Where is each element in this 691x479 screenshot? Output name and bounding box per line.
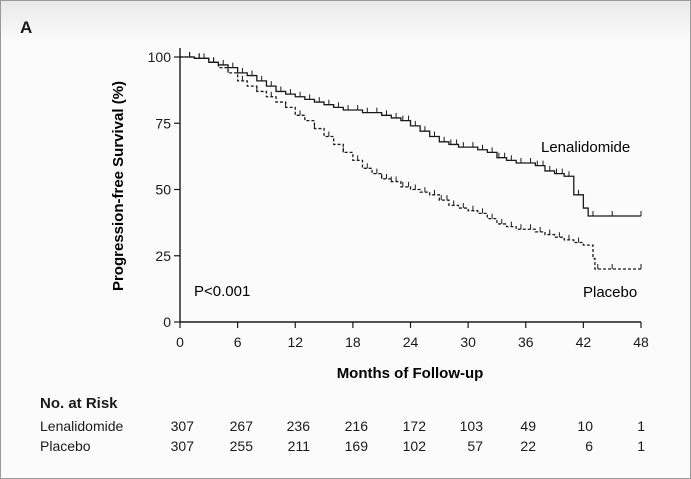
risk-row-placebo: Placebo 307 255 211 169 102 57 22 6 1 xyxy=(0,438,691,456)
risk-value: 255 xyxy=(229,438,253,454)
risk-value: 22 xyxy=(520,438,536,454)
risk-value: 169 xyxy=(344,438,368,454)
header-band xyxy=(1,1,690,41)
risk-value: 6 xyxy=(585,438,593,454)
risk-value: 216 xyxy=(344,418,368,434)
series-line-placebo xyxy=(180,56,641,270)
x-tick-label: 42 xyxy=(576,334,592,350)
y-tick-label: 75 xyxy=(155,115,171,131)
risk-value: 236 xyxy=(286,418,310,434)
series-group xyxy=(180,52,642,270)
y-tick-label: 50 xyxy=(155,182,171,198)
series-line-lenalidomide xyxy=(180,56,641,217)
x-tick-label: 18 xyxy=(345,334,361,350)
x-tick-label: 0 xyxy=(176,334,184,350)
risk-value: 57 xyxy=(467,438,483,454)
risk-value: 1 xyxy=(637,438,645,454)
ticks: 0 6 12 18 24 30 36 42 48 0 25 50 75 100 xyxy=(148,49,649,350)
risk-value: 1 xyxy=(637,418,645,434)
y-tick-label: 100 xyxy=(148,49,172,65)
risk-value: 307 xyxy=(170,418,194,434)
risk-row-lenalidomide: Lenalidomide 307 267 236 216 172 103 49 … xyxy=(0,418,691,436)
risk-value: 103 xyxy=(459,418,483,434)
risk-table-title: No. at Risk xyxy=(40,395,118,412)
x-tick-label: 6 xyxy=(234,334,242,350)
risk-value: 49 xyxy=(520,418,536,434)
series-label-placebo: Placebo xyxy=(583,284,637,301)
x-tick-label: 36 xyxy=(518,334,534,350)
risk-value: 267 xyxy=(229,418,253,434)
risk-value: 102 xyxy=(402,438,426,454)
risk-value: 307 xyxy=(170,438,194,454)
y-tick-label: 0 xyxy=(163,314,171,330)
x-tick-label: 12 xyxy=(287,334,303,350)
risk-value: 10 xyxy=(577,418,593,434)
series-label-lenalidomide: Lenalidomide xyxy=(541,139,630,156)
x-tick-label: 24 xyxy=(403,334,419,350)
y-axis-label: Progression-free Survival (%) xyxy=(110,81,127,291)
risk-row-label: Lenalidomide xyxy=(40,418,124,434)
y-tick-label: 25 xyxy=(155,248,171,264)
axes xyxy=(179,48,641,323)
risk-row-label: Placebo xyxy=(40,438,91,454)
risk-value: 211 xyxy=(287,438,310,454)
x-axis-label: Months of Follow-up xyxy=(337,365,484,382)
panel-label: A xyxy=(20,18,33,37)
risk-value: 172 xyxy=(402,418,426,434)
p-value-annotation: P<0.001 xyxy=(194,283,250,300)
x-tick-label: 30 xyxy=(460,334,476,350)
x-tick-label: 48 xyxy=(633,334,649,350)
